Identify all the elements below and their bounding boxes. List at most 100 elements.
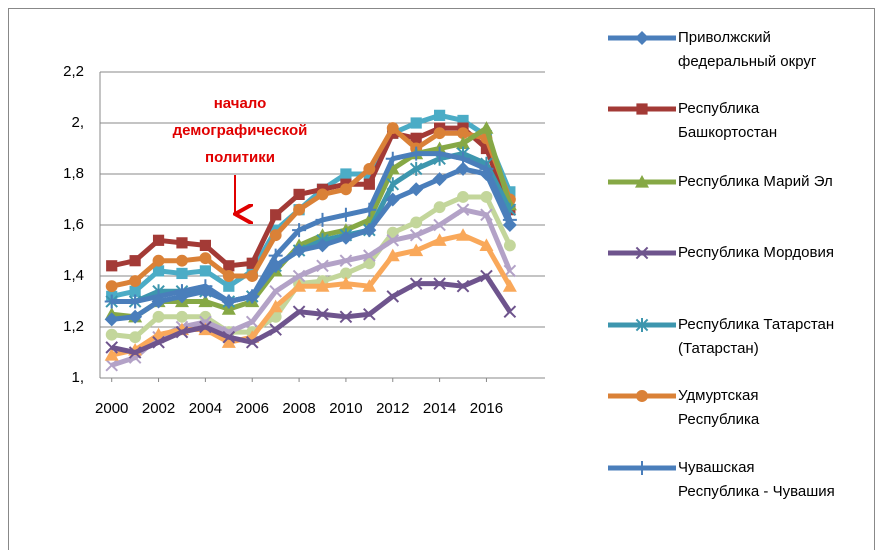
marker (410, 216, 423, 229)
marker (410, 132, 422, 144)
marker (129, 285, 141, 297)
marker (268, 258, 283, 273)
legend-label: Приволжский федеральный округ (678, 29, 817, 70)
marker (432, 146, 447, 161)
marker (315, 279, 330, 292)
annotation: начало демографической политики (172, 95, 308, 166)
marker (129, 275, 142, 288)
legend-swatch (608, 175, 676, 188)
marker (636, 390, 648, 402)
marker (385, 248, 400, 262)
marker (316, 188, 329, 201)
marker (246, 257, 258, 269)
marker (293, 188, 305, 200)
marker (385, 192, 400, 207)
x-tick-label: 2008 (282, 400, 315, 417)
legend-entry: Республика Башкортостан (606, 97, 871, 145)
marker (221, 294, 236, 309)
marker (340, 168, 352, 180)
marker (222, 270, 235, 282)
marker (269, 323, 282, 336)
marker (104, 348, 119, 361)
marker (152, 254, 165, 267)
marker (245, 335, 259, 349)
marker (363, 162, 376, 175)
marker (502, 279, 517, 292)
marker (339, 254, 353, 268)
marker (176, 254, 188, 267)
marker (104, 294, 119, 309)
y-tick-label: 1,8 (63, 165, 84, 182)
legend-entry: Республика Татарстан (Татарстан) (606, 313, 871, 361)
marker (151, 327, 166, 341)
marker (363, 249, 376, 262)
marker (222, 330, 236, 344)
legend-swatch (608, 461, 676, 475)
marker (480, 269, 493, 283)
legend-entry: Республика Марий Эл (606, 170, 871, 194)
marker (363, 178, 375, 190)
marker (433, 218, 446, 232)
legend-label: Республика Мордовия (678, 244, 834, 261)
marker (503, 239, 516, 252)
marker (199, 320, 212, 334)
y-tick-label: 1,6 (63, 216, 84, 233)
marker (338, 276, 353, 290)
marker (409, 228, 423, 242)
marker (315, 238, 330, 253)
marker (128, 309, 143, 324)
marker (636, 103, 648, 115)
marker (457, 114, 469, 127)
marker (199, 252, 212, 265)
marker (502, 218, 517, 232)
marker (315, 212, 330, 227)
marker (338, 207, 353, 222)
y-tick-label: 1,2 (63, 318, 84, 335)
marker (105, 280, 118, 293)
marker (386, 177, 400, 192)
marker (174, 289, 189, 304)
marker (270, 209, 282, 221)
marker (363, 257, 376, 270)
marker (293, 203, 306, 216)
marker (504, 186, 516, 198)
marker (269, 284, 282, 298)
marker (198, 294, 213, 308)
marker (245, 289, 260, 304)
marker (479, 167, 494, 181)
marker (480, 142, 493, 155)
marker (409, 243, 424, 257)
marker (292, 243, 307, 258)
marker (268, 299, 283, 313)
x-tick-label: 2006 (236, 400, 269, 417)
marker (245, 315, 259, 329)
marker (223, 280, 235, 292)
marker (635, 31, 649, 45)
marker (151, 294, 166, 309)
x-tick-label: 2004 (189, 400, 222, 417)
marker (409, 161, 423, 176)
marker (410, 117, 422, 129)
marker (479, 121, 494, 134)
marker (338, 230, 353, 245)
marker (128, 346, 142, 359)
marker (175, 325, 189, 339)
marker (457, 127, 469, 140)
marker (129, 331, 142, 344)
marker (176, 267, 188, 280)
legend-label: Удмуртская Республика (678, 387, 760, 428)
marker (433, 127, 446, 140)
marker (456, 161, 471, 176)
marker (434, 109, 446, 121)
marker (152, 335, 165, 349)
series-line (111, 125, 513, 320)
marker (432, 233, 447, 246)
x-tick-label: 2012 (376, 400, 409, 417)
marker (433, 201, 446, 214)
marker (292, 223, 307, 238)
marker (339, 267, 352, 280)
y-tick-label: 2, (71, 114, 84, 131)
marker (152, 265, 165, 277)
